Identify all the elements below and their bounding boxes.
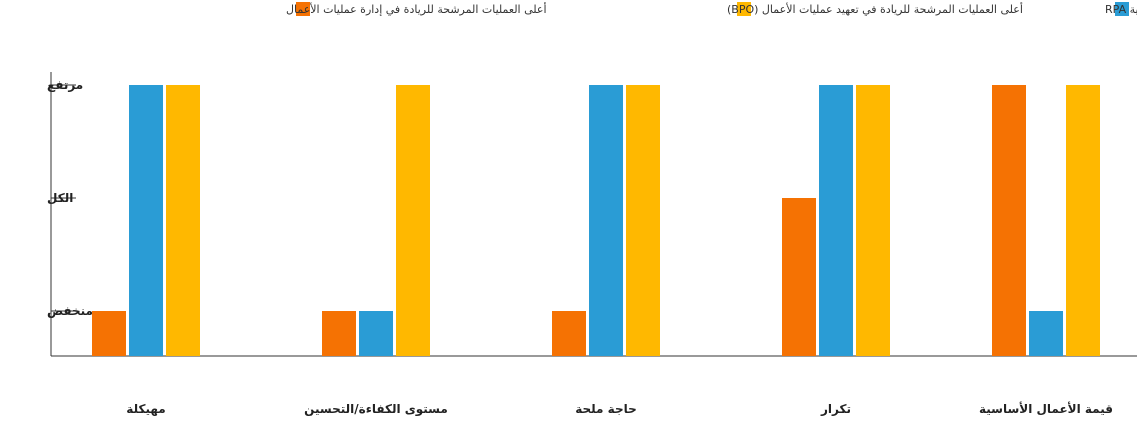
bar-efficiency-rpa: [359, 311, 393, 356]
x-tick-label-core-value: قيمة الأعمال الأساسية: [979, 401, 1113, 416]
x-tick-label-urgent-need: حاجة ملحة: [575, 402, 637, 416]
bar-structured-bpo: [166, 85, 200, 356]
bar-efficiency-bpm: [322, 311, 356, 356]
bar-core-value-bpm: [992, 85, 1026, 356]
legend-swatch-rpa: [1115, 2, 1129, 16]
bar-core-value-rpa: [1029, 311, 1063, 356]
legend-swatch-bpo: [737, 2, 751, 16]
bar-core-value-bpo: [1066, 85, 1100, 356]
legend-label-bpo: أعلى العمليات المرشحة للريادة في تعهيد ع…: [727, 2, 1023, 16]
bar-repetition-bpm: [782, 198, 816, 356]
legend-swatch-bpm: [296, 2, 310, 16]
bar-urgent-need-bpo: [626, 85, 660, 356]
y-tick-label-high: مرتفع: [47, 78, 83, 92]
bar-structured-rpa: [129, 85, 163, 356]
y-tick-label-all: الكل: [47, 191, 73, 205]
bar-urgent-need-rpa: [589, 85, 623, 356]
x-axis-labels: مهيكلة مستوى الكفاءة/التحسين حاجة ملحة ت…: [126, 401, 1113, 417]
bars: [92, 85, 1100, 356]
bar-structured-bpm: [92, 311, 126, 356]
bar-urgent-need-bpm: [552, 311, 586, 356]
bar-repetition-bpo: [856, 85, 890, 356]
x-tick-label-efficiency: مستوى الكفاءة/التحسين: [304, 402, 448, 417]
bar-efficiency-bpo: [396, 85, 430, 356]
legend-label-bpm: أعلى العمليات المرشحة للريادة في إدارة ع…: [286, 2, 547, 16]
bar-repetition-rpa: [819, 85, 853, 356]
x-tick-label-repetition: تكرار: [820, 402, 851, 416]
legend-label-rpa: أعلى العمليات المرشحة للريادة في تقنية R…: [1105, 2, 1137, 16]
y-axis: مرتفع الكل منخفض: [47, 72, 93, 356]
y-tick-label-low: منخفض: [47, 304, 93, 318]
x-tick-label-structured: مهيكلة: [126, 402, 165, 416]
legend: أعلى العمليات المرشحة للريادة في إدارة ع…: [286, 2, 1137, 16]
